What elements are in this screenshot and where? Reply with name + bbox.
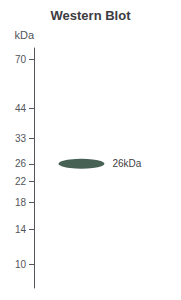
svg-text:10: 10 bbox=[15, 259, 27, 270]
svg-text:kDa: kDa bbox=[14, 29, 34, 41]
svg-text:44: 44 bbox=[15, 103, 27, 114]
svg-text:33: 33 bbox=[15, 133, 27, 144]
svg-text:26: 26 bbox=[15, 158, 27, 169]
svg-text:22: 22 bbox=[15, 176, 27, 187]
svg-text:70: 70 bbox=[15, 54, 27, 65]
svg-text:26kDa: 26kDa bbox=[113, 158, 142, 169]
svg-text:18: 18 bbox=[15, 197, 27, 208]
svg-text:14: 14 bbox=[15, 224, 27, 235]
svg-text:Western Blot: Western Blot bbox=[51, 8, 132, 23]
